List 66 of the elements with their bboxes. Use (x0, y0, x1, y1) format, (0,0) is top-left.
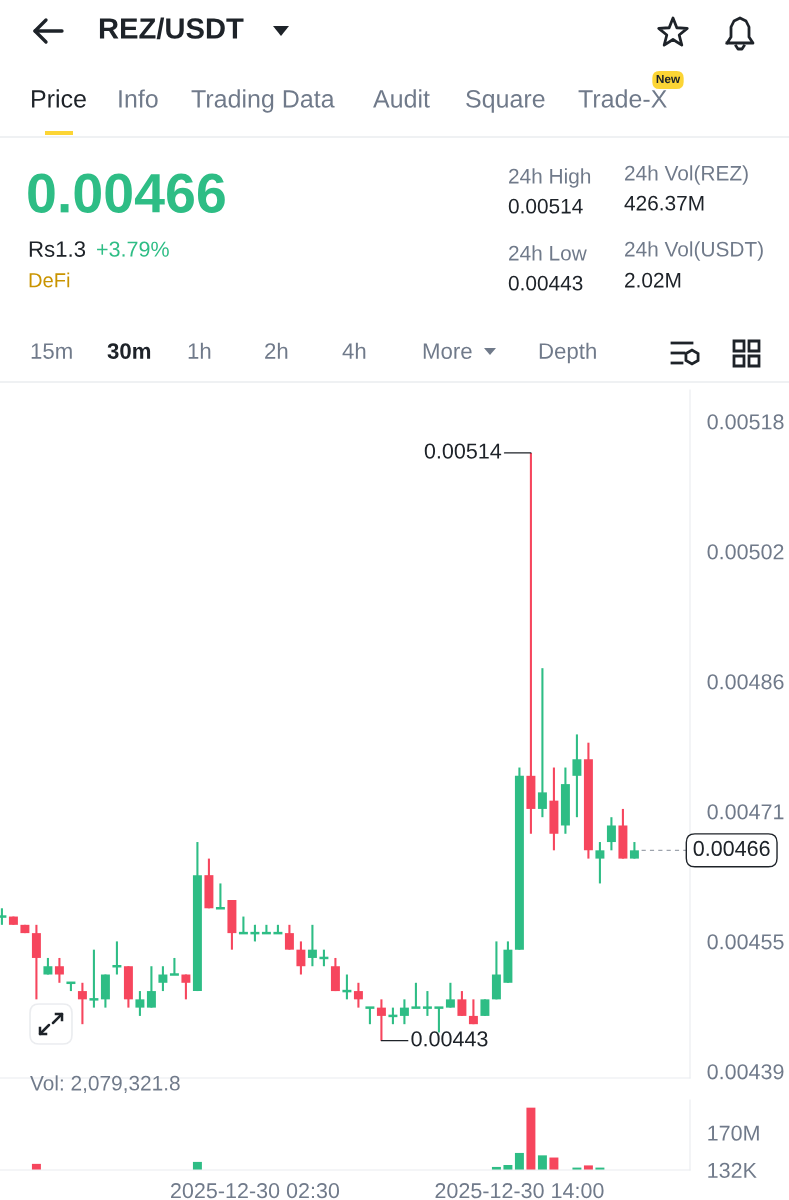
candlestick (468, 998, 478, 1026)
candlestick (88, 948, 100, 1009)
text: 0.00443 (508, 275, 583, 291)
candlestick (307, 923, 317, 968)
text: 15m (31, 343, 72, 359)
annotation: 0.00514 (424, 443, 502, 459)
bar (526, 1107, 536, 1170)
y-tick-label: 0.00471 (707, 804, 784, 820)
y-tick-label: 132K (708, 1162, 757, 1178)
chart-title: Vol: 2,079,321.8 (30, 1075, 180, 1094)
candlestick (445, 981, 455, 1009)
text: 24h Vol(REZ) (625, 165, 748, 185)
text: 2h (265, 342, 288, 359)
candlestick (181, 973, 191, 1001)
y-tick-label: 0.00486 (707, 674, 784, 690)
y-tick-label: 0.00518 (707, 414, 784, 430)
text: 30m (107, 343, 151, 359)
candlestick (399, 998, 409, 1026)
ref-line-label: 0.00466 (693, 840, 770, 857)
text: 24h Low (509, 245, 587, 261)
candlestick (54, 956, 64, 984)
candlestick (77, 981, 87, 1026)
candlestick (606, 816, 616, 852)
text: Audit (373, 89, 430, 108)
text: 4h (342, 342, 366, 359)
text: Rs1.3 (29, 241, 86, 257)
text: +3.79% (97, 241, 169, 257)
candlestick (146, 965, 156, 1009)
candlestick (158, 965, 168, 993)
text: 0.00466 (28, 173, 225, 213)
y-tick-label: 170M (708, 1125, 759, 1141)
y-tick-label: 0.00502 (707, 544, 784, 560)
text: New (656, 74, 681, 84)
text: 0.00514 (508, 198, 583, 214)
candlestick (376, 998, 386, 1042)
text: 1h (188, 342, 211, 359)
candlestick (537, 667, 547, 819)
annotation: 0.00443 (411, 1031, 488, 1047)
text: 2.02M (625, 272, 681, 288)
text: Trading Data (191, 89, 335, 113)
text: 24h Vol(USDT) (625, 241, 763, 261)
text: More (423, 343, 472, 359)
text: Info (119, 89, 158, 108)
candlestick (296, 940, 306, 976)
candlestick (595, 841, 605, 885)
y-tick-label: 0.00439 (707, 1064, 784, 1080)
candlestick (457, 990, 467, 1017)
bar (537, 1155, 547, 1170)
text: 24h High (509, 168, 591, 188)
x-tick-label: 2025-12-30 14:00 (435, 1183, 604, 1199)
text: REZ/USDT (99, 17, 244, 40)
text: Price (32, 89, 86, 108)
text: 426.37M (624, 195, 704, 211)
candlestick (572, 733, 582, 819)
candlestick (284, 923, 294, 951)
y-tick-label: 0.00455 (707, 934, 784, 950)
text: DeFi (29, 272, 70, 288)
text: Trade-X (578, 89, 667, 108)
text: Depth (539, 342, 596, 364)
bar (514, 1152, 524, 1170)
text: Square (466, 90, 545, 113)
candlestick (135, 990, 145, 1017)
x-tick-label: 2025-12-30 02:30 (171, 1183, 340, 1199)
candlestick (410, 981, 422, 1009)
candlestick (353, 981, 363, 1009)
candlestick (526, 451, 536, 835)
